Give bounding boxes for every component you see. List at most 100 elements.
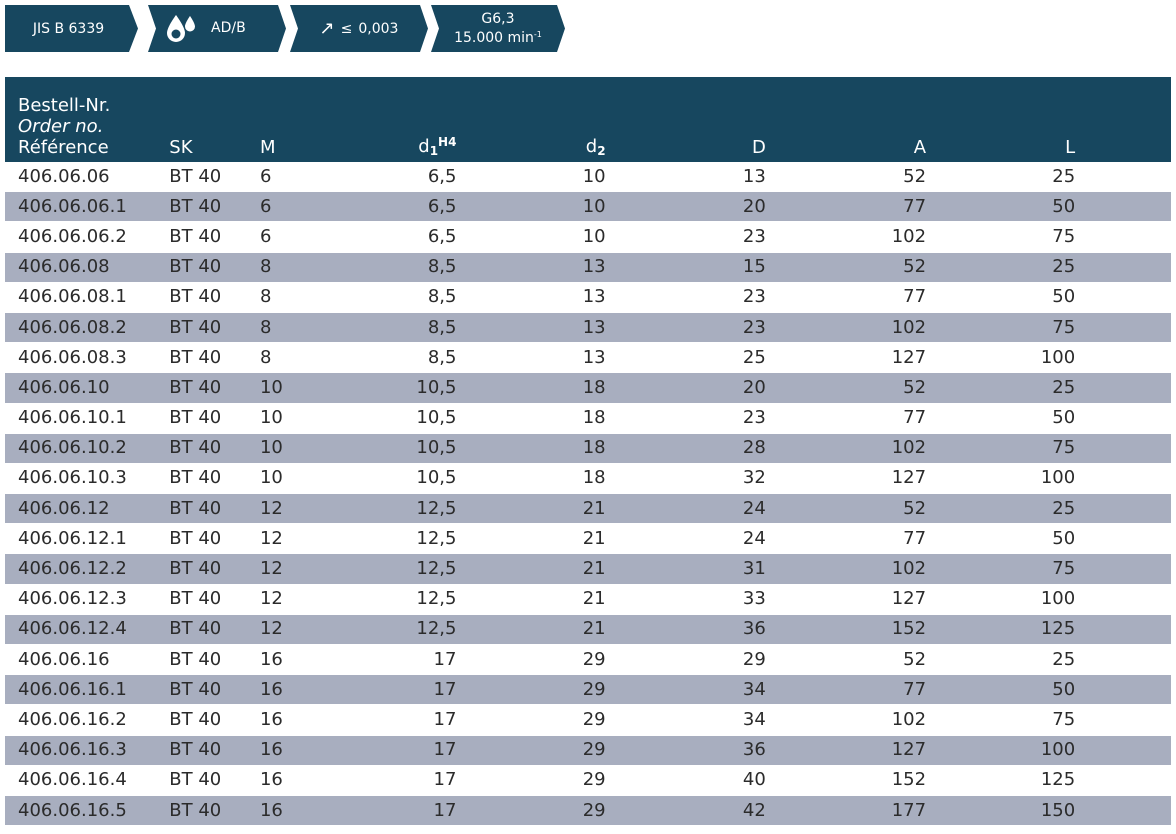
cell-d: 15 <box>605 252 766 283</box>
cell-m: 6 <box>259 221 306 253</box>
cell-a: 152 <box>765 765 927 796</box>
cell-d: 23 <box>605 312 766 344</box>
runout-value: 0,003 <box>358 20 399 37</box>
cell-d1: 17 <box>305 704 457 736</box>
cell-d2: 13 <box>456 252 606 283</box>
cell-a: 102 <box>765 553 927 585</box>
table-row: 406.06.16.5 BT 40 16 17 29 42 177 150 <box>5 795 1171 827</box>
cell-d: 20 <box>605 191 766 223</box>
cell-sk: BT 40 <box>169 463 260 495</box>
table-row: 406.06.08 BT 40 8 8,5 13 15 52 25 <box>5 252 1171 283</box>
cell-spacer <box>1075 614 1171 646</box>
cell-d2: 21 <box>456 493 606 525</box>
cell-sk: BT 40 <box>169 312 260 344</box>
cell-l: 25 <box>926 644 1076 676</box>
cell-sk: BT 40 <box>169 584 260 615</box>
cell-spacer <box>1075 463 1171 495</box>
cell-l: 25 <box>926 162 1076 193</box>
cell-sk: BT 40 <box>169 704 260 736</box>
cell-d1: 12,5 <box>305 523 457 555</box>
cell-sk: BT 40 <box>169 433 260 464</box>
cell-a: 102 <box>765 221 927 253</box>
header-d2-index: 2 <box>597 144 606 158</box>
cell-d2: 21 <box>456 523 606 555</box>
cell-d2: 13 <box>456 342 606 374</box>
cell-d: 24 <box>605 523 766 555</box>
cell-l: 75 <box>926 221 1076 253</box>
header-m: M <box>259 77 306 162</box>
header-ref-en: Order no. <box>18 116 104 137</box>
cell-d2: 18 <box>456 463 606 495</box>
coolant-label: AD/B <box>211 20 246 36</box>
cell-m: 8 <box>259 312 306 344</box>
cell-spacer <box>1075 221 1171 253</box>
cell-d1: 6,5 <box>305 191 457 223</box>
balance-grade: G6,3 <box>481 10 515 27</box>
cell-d1: 8,5 <box>305 252 457 283</box>
cell-a: 52 <box>765 162 927 193</box>
table-row: 406.06.10.3 BT 40 10 10,5 18 32 127 100 <box>5 463 1171 495</box>
cell-d1: 12,5 <box>305 584 457 615</box>
cell-d: 20 <box>605 372 766 404</box>
cell-spacer <box>1075 403 1171 434</box>
cell-ref: 406.06.10 <box>5 372 170 404</box>
balance-badge: G6,3 15.000 min-1 <box>431 5 565 52</box>
cell-ref: 406.06.06.1 <box>5 191 170 223</box>
header-ref-de: Bestell-Nr. <box>18 95 111 116</box>
runout-badge: ↗ ≤ 0,003 <box>290 5 428 52</box>
cell-d1: 10,5 <box>305 403 457 434</box>
cell-d1: 6,5 <box>305 221 457 253</box>
coolant-badge: AD/B <box>148 5 286 52</box>
cell-d2: 29 <box>456 795 606 827</box>
cell-a: 102 <box>765 312 927 344</box>
cell-d2: 21 <box>456 614 606 646</box>
table-row: 406.06.12.1 BT 40 12 12,5 21 24 77 50 <box>5 523 1171 555</box>
cell-spacer <box>1075 795 1171 827</box>
cell-a: 127 <box>765 735 927 766</box>
cell-d2: 29 <box>456 674 606 706</box>
cell-ref: 406.06.10.1 <box>5 403 170 434</box>
cell-a: 152 <box>765 614 927 646</box>
cell-m: 12 <box>259 493 306 525</box>
cell-d2: 10 <box>456 221 606 253</box>
cell-spacer <box>1075 342 1171 374</box>
cell-l: 75 <box>926 312 1076 344</box>
header-d2: d2 <box>456 77 606 162</box>
table-row: 406.06.16.4 BT 40 16 17 29 40 152 125 <box>5 765 1171 796</box>
cell-d2: 18 <box>456 372 606 404</box>
cell-ref: 406.06.10.2 <box>5 433 170 464</box>
cell-m: 16 <box>259 795 306 827</box>
cell-d1: 8,5 <box>305 342 457 374</box>
cell-m: 6 <box>259 162 306 193</box>
cell-d2: 21 <box>456 553 606 585</box>
cell-sk: BT 40 <box>169 191 260 223</box>
cell-sk: BT 40 <box>169 342 260 374</box>
cell-sk: BT 40 <box>169 674 260 706</box>
cell-m: 12 <box>259 584 306 615</box>
cell-ref: 406.06.16.3 <box>5 735 170 766</box>
cell-m: 8 <box>259 342 306 374</box>
cell-spacer <box>1075 704 1171 736</box>
table-row: 406.06.08.2 BT 40 8 8,5 13 23 102 75 <box>5 312 1171 344</box>
cell-sk: BT 40 <box>169 493 260 525</box>
table-row: 406.06.12.2 BT 40 12 12,5 21 31 102 75 <box>5 553 1171 585</box>
speed-exponent: -1 <box>533 29 542 39</box>
cell-m: 10 <box>259 433 306 464</box>
cell-m: 10 <box>259 403 306 434</box>
cell-sk: BT 40 <box>169 523 260 555</box>
cell-d1: 10,5 <box>305 463 457 495</box>
cell-m: 16 <box>259 735 306 766</box>
cell-ref: 406.06.12.1 <box>5 523 170 555</box>
table-row: 406.06.12 BT 40 12 12,5 21 24 52 25 <box>5 493 1171 525</box>
header-d1-tolerance: H4 <box>438 135 457 149</box>
cell-l: 125 <box>926 614 1076 646</box>
cell-a: 52 <box>765 493 927 525</box>
cell-spacer <box>1075 493 1171 525</box>
cell-spacer <box>1075 191 1171 223</box>
cell-l: 100 <box>926 463 1076 495</box>
table-row: 406.06.16 BT 40 16 17 29 29 52 25 <box>5 644 1171 676</box>
cell-d: 23 <box>605 403 766 434</box>
cell-d: 24 <box>605 493 766 525</box>
cell-ref: 406.06.16.2 <box>5 704 170 736</box>
cell-a: 77 <box>765 523 927 555</box>
